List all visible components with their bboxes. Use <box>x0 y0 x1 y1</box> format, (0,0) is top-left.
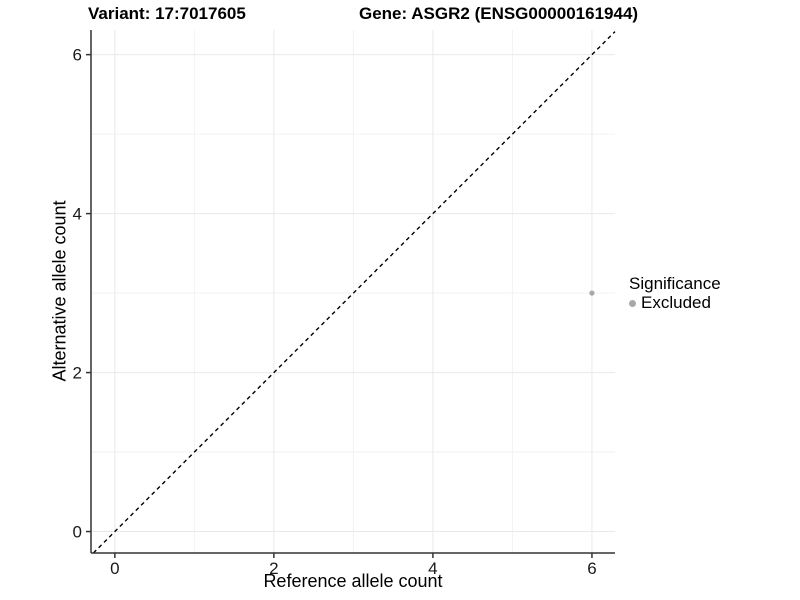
x-tick-label: 2 <box>269 559 278 578</box>
legend-title: Significance <box>629 274 721 293</box>
variant-title: Variant: 17:7017605 <box>88 4 246 23</box>
data-point <box>589 290 595 296</box>
legend: Significance Excluded <box>629 275 721 312</box>
gene-title: Gene: ASGR2 (ENSG00000161944) <box>359 4 639 23</box>
y-tick-label: 4 <box>73 205 82 224</box>
y-tick-label: 0 <box>73 523 82 542</box>
y-tick-label: 2 <box>73 364 82 383</box>
legend-point-icon <box>629 299 636 307</box>
identity-line <box>92 31 616 554</box>
legend-item-label: Excluded <box>641 293 711 312</box>
y-tick-label: 6 <box>73 46 82 65</box>
x-tick-label: 0 <box>110 559 119 578</box>
x-tick-label: 4 <box>428 559 437 578</box>
legend-item-excluded: Excluded <box>629 294 721 312</box>
x-tick-label: 6 <box>587 559 596 578</box>
x-axis-title: Reference allele count <box>263 571 443 591</box>
y-axis-title: Alternative allele count <box>49 200 70 382</box>
